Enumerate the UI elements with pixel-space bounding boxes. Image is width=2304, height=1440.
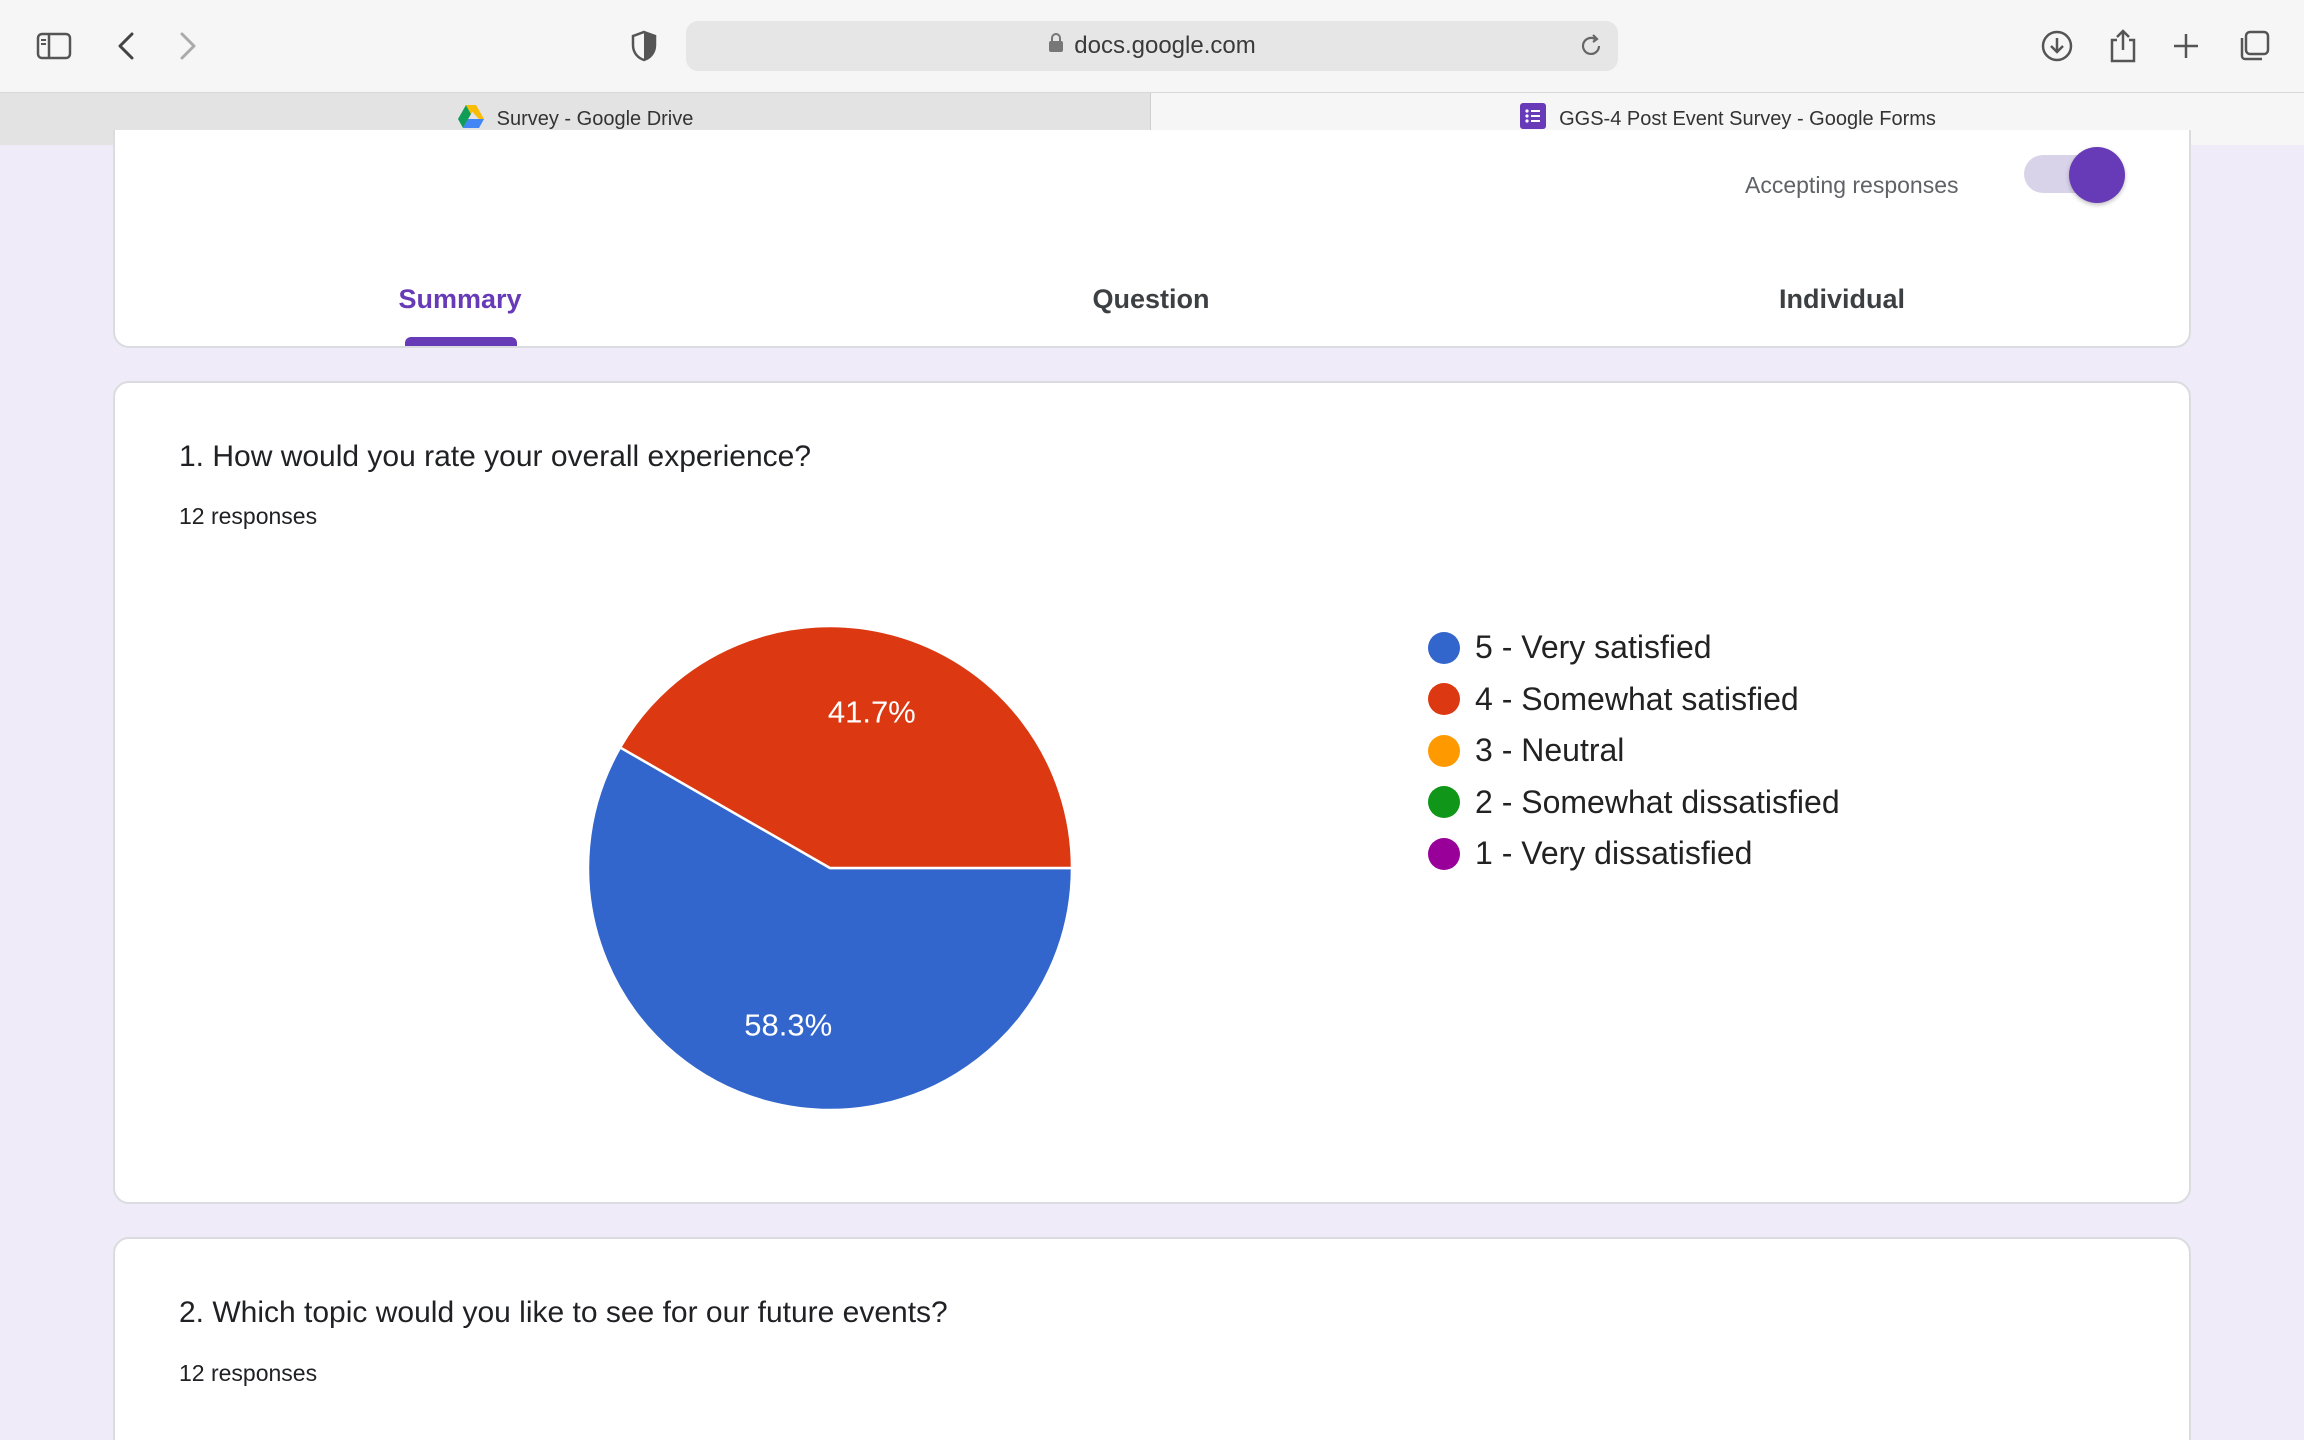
address-bar[interactable]: docs.google.com	[686, 21, 1618, 71]
response-count: 12 responses	[179, 1360, 318, 1386]
tab-label: GGS-4 Post Event Survey - Google Forms	[1559, 107, 1936, 130]
accepting-responses-label: Accepting responses	[1745, 172, 1959, 198]
legend-swatch	[1428, 837, 1460, 870]
legend-label: 2 - Somewhat dissatisfied	[1475, 783, 1840, 820]
reload-icon[interactable]	[1576, 31, 1606, 66]
legend-label: 5 - Very satisfied	[1475, 629, 1712, 666]
tab-label: Survey - Google Drive	[496, 107, 694, 130]
back-icon[interactable]	[106, 26, 146, 66]
legend-label: 4 - Somewhat satisfied	[1475, 680, 1799, 717]
pie-slice-label: 41.7%	[828, 694, 916, 729]
tab-overview-icon[interactable]	[2234, 26, 2274, 66]
question-title: 2. Which topic would you like to see for…	[179, 1296, 948, 1329]
google-forms-icon	[1519, 102, 1547, 136]
legend-swatch	[1428, 786, 1460, 819]
question-title: 1. How would you rate your overall exper…	[179, 440, 812, 473]
pie-slice-1[interactable]	[586, 745, 1074, 1112]
legend-swatch	[1428, 683, 1460, 716]
legend-swatch	[1428, 631, 1460, 664]
legend-item: 1 - Very dissatisfied	[1428, 828, 1840, 880]
pie-chart: 58.3% 41.7%	[586, 624, 1074, 1112]
legend-label: 1 - Very dissatisfied	[1475, 835, 1753, 872]
tab-summary[interactable]: Summary	[398, 284, 522, 314]
active-tab-indicator	[405, 337, 517, 346]
response-count: 12 responses	[179, 503, 318, 529]
responses-header-card	[113, 130, 2191, 348]
legend-item: 4 - Somewhat satisfied	[1428, 674, 1840, 726]
question-card-1	[113, 381, 2191, 1204]
forward-icon[interactable]	[168, 26, 208, 66]
tab-question[interactable]: Question	[1092, 284, 1210, 314]
legend-swatch	[1428, 734, 1460, 767]
sidebar-icon[interactable]	[34, 26, 74, 66]
legend-item: 3 - Neutral	[1428, 725, 1840, 777]
new-tab-icon[interactable]	[2166, 26, 2206, 66]
privacy-shield-icon[interactable]	[624, 26, 664, 66]
tab-individual[interactable]: Individual	[1778, 284, 1905, 314]
google-drive-icon	[457, 104, 485, 135]
legend-label: 3 - Neutral	[1475, 732, 1625, 769]
download-icon[interactable]	[2037, 26, 2077, 66]
pie-slice-2[interactable]	[618, 624, 1074, 870]
lock-icon	[1048, 32, 1064, 60]
chart-legend: 5 - Very satisfied 4 - Somewhat satisfied…	[1428, 622, 1840, 880]
pie-slice-label: 58.3%	[744, 1008, 832, 1043]
browser-toolbar: docs.google.com	[0, 0, 2304, 92]
toggle-knob[interactable]	[2069, 147, 2125, 203]
url-text: docs.google.com	[1074, 32, 1256, 59]
share-icon[interactable]	[2103, 26, 2143, 66]
legend-item: 5 - Very satisfied	[1428, 622, 1840, 674]
question-card-2	[113, 1237, 2191, 1440]
legend-item: 2 - Somewhat dissatisfied	[1428, 777, 1840, 829]
